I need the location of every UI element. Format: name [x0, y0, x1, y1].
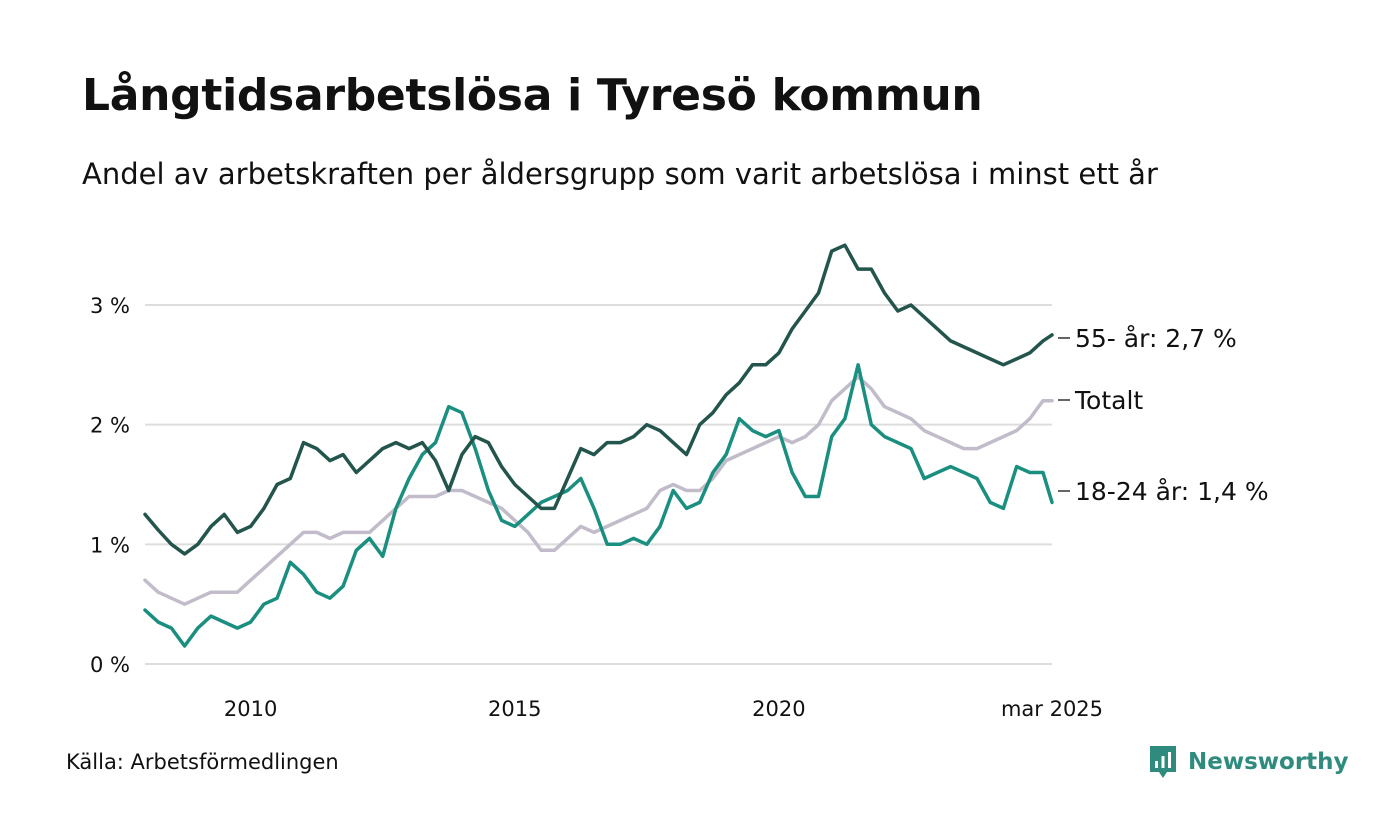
chart-title: Långtidsarbetslösa i Tyresö kommun: [82, 70, 983, 121]
y-tick-label: 3 %: [90, 294, 130, 318]
series-label: 55- år: 2,7 %: [1075, 324, 1237, 353]
brand-name: Newsworthy: [1188, 749, 1349, 775]
x-tick-label: 2015: [488, 697, 541, 721]
series-line-18-24-r: [143, 363, 1054, 648]
brand-logo: Newsworthy: [1148, 742, 1349, 782]
series-label: Totalt: [1074, 386, 1143, 415]
newsworthy-icon: [1150, 746, 1176, 778]
series-line-55-r: [143, 243, 1054, 556]
x-tick-label: 2020: [752, 697, 805, 721]
series-line-totalt: [143, 375, 1054, 606]
series-label: 18-24 år: 1,4 %: [1075, 477, 1269, 506]
y-tick-label: 0 %: [90, 653, 130, 677]
x-tick-label: mar 2025: [1001, 697, 1103, 721]
source-note: Källa: Arbetsförmedlingen: [66, 750, 339, 774]
y-tick-label: 2 %: [90, 414, 130, 438]
y-tick-label: 1 %: [90, 533, 130, 557]
x-tick-label: 2010: [224, 697, 277, 721]
chart-subtitle: Andel av arbetskraften per åldersgrupp s…: [82, 157, 1158, 191]
